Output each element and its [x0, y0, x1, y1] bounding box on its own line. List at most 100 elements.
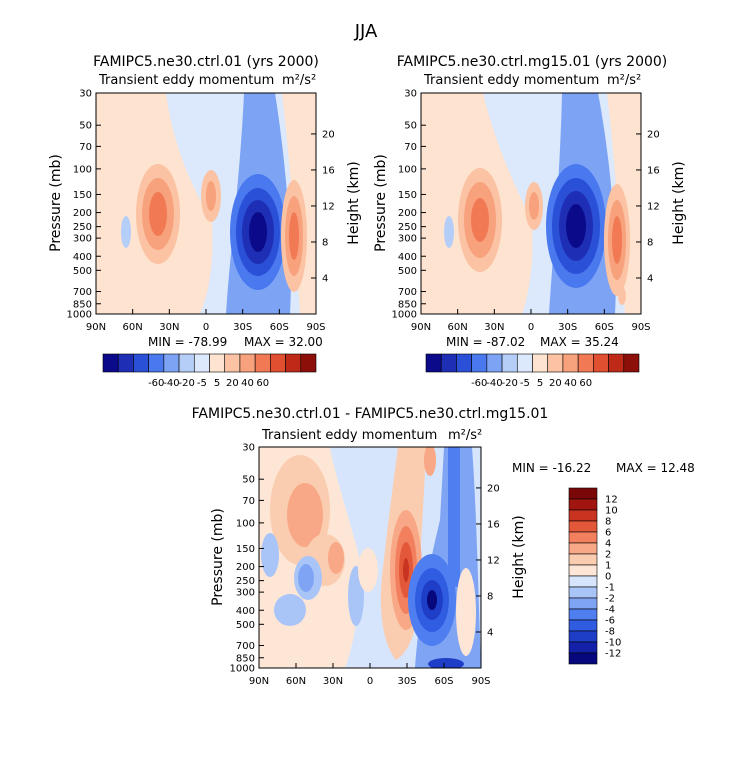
diff-positive-small — [358, 548, 378, 592]
colorbar-label: 20 — [549, 378, 562, 389]
x-tick-label: 60S — [434, 676, 453, 687]
diff-negative-3 — [274, 594, 306, 626]
panel-diff-ylabel: Pressure (mb) — [210, 508, 226, 606]
diff-sh-negative-5 — [427, 590, 437, 610]
panel-diff-ylabel-right: Height (km) — [511, 515, 527, 598]
y-tick-label: 30 — [242, 443, 255, 454]
colorbar-swatch — [516, 353, 533, 373]
figure-title: JJA — [354, 21, 378, 42]
colorbar-swatch — [568, 586, 598, 599]
y-tick-label: 100 — [73, 164, 92, 175]
panel-diff-title: FAMIPC5.ne30.ctrl.01 - FAMIPC5.ne30.ctrl… — [192, 406, 549, 422]
height-tick-label: 16 — [322, 165, 335, 176]
colorbar-label: -8 — [605, 627, 615, 638]
y-tick-label: 300 — [73, 234, 92, 245]
mg15-weak-negative — [444, 216, 454, 248]
colorbar-swatch — [568, 641, 598, 654]
y-tick-label: 70 — [242, 496, 255, 507]
y-tick-label: 850 — [236, 653, 255, 664]
x-tick-label: 0 — [528, 322, 534, 333]
panel-mg15-title: FAMIPC5.ne30.ctrl.mg15.01 (yrs 2000) — [397, 54, 668, 70]
panel-diff-xaxis: 90N 60N 30N 0 30S 60S 90S — [249, 663, 491, 687]
diff-nh-positive-4 — [328, 542, 344, 574]
x-tick-label: 30N — [323, 676, 343, 687]
y-tick-label: 850 — [73, 299, 92, 310]
x-tick-label: 90S — [306, 322, 325, 333]
panel-diff-min: MIN = -16.22 — [512, 461, 591, 475]
x-tick-label: 30S — [233, 322, 252, 333]
colorbar-label: 1 — [605, 561, 611, 572]
colorbar-swatch — [239, 353, 256, 373]
colorbar-swatch — [148, 353, 165, 373]
y-tick-label: 200 — [398, 208, 417, 219]
colorbar-label: 2 — [605, 550, 611, 561]
panel-ctrl-height-axis: 4 8 12 16 20 — [311, 129, 335, 284]
height-tick-label: 20 — [647, 129, 660, 140]
height-tick-label: 20 — [487, 483, 500, 494]
x-tick-label: 60S — [595, 322, 614, 333]
panel-diff-units: m²/s² — [448, 428, 482, 443]
colorbar-label: 6 — [605, 528, 611, 539]
colorbar-swatch — [209, 353, 226, 373]
y-tick-label: 150 — [73, 190, 92, 201]
colorbar-swatch — [133, 353, 149, 373]
y-tick-label: 1000 — [230, 664, 255, 675]
colorbar-swatch — [568, 542, 598, 555]
y-tick-label: 1000 — [67, 310, 92, 321]
diff-sh-negative-column — [448, 447, 460, 587]
colorbar-swatch — [117, 353, 134, 373]
y-tick-label: 150 — [398, 190, 417, 201]
colorbar-swatch — [568, 509, 598, 522]
colorbar-swatch — [562, 353, 579, 373]
height-tick-label: 12 — [487, 555, 500, 566]
y-tick-label: 30 — [404, 89, 417, 100]
colorbar-label: -5 — [197, 378, 207, 389]
colorbar-label: 20 — [226, 378, 239, 389]
panel-ctrl-subtitle: Transient eddy momentum — [98, 73, 274, 88]
x-tick-label: 60N — [448, 322, 468, 333]
diff-negative-4 — [261, 533, 279, 577]
panel-mg15-ylabel-right: Height (km) — [671, 161, 687, 244]
x-tick-label: 0 — [203, 322, 209, 333]
x-tick-label: 60N — [123, 322, 143, 333]
y-tick-label: 70 — [404, 142, 417, 153]
colorbar-swatch — [568, 597, 598, 610]
panel-ctrl-units: m²/s² — [282, 73, 316, 88]
colorbar-swatch — [568, 619, 598, 632]
colorbar-swatch — [300, 353, 317, 373]
y-tick-label: 250 — [236, 576, 255, 587]
colorbar-label: 5 — [214, 378, 220, 389]
y-tick-label: 250 — [73, 222, 92, 233]
y-tick-label: 500 — [73, 266, 92, 277]
colorbar-swatch — [532, 353, 549, 373]
mg15-sh-jet-3 — [612, 216, 622, 264]
y-tick-label: 500 — [398, 266, 417, 277]
panel-ctrl-xaxis: 90N 60N 30N 0 30S 60S 90S — [86, 309, 326, 333]
colorbar-label: 4 — [605, 539, 611, 550]
colorbar-swatch — [193, 353, 210, 373]
diff-surface-negative — [428, 658, 464, 668]
y-tick-label: 700 — [73, 287, 92, 298]
y-tick-label: 300 — [398, 234, 417, 245]
colorbar-label: 5 — [537, 378, 543, 389]
panel-diff-subtitle: Transient eddy momentum — [261, 428, 437, 443]
colorbar-label: 40 — [241, 378, 254, 389]
x-tick-label: 90S — [471, 676, 490, 687]
colorbar-swatch — [102, 353, 119, 373]
mg15-surface-positive — [618, 287, 626, 305]
colorbar-swatch — [254, 353, 271, 373]
colorbar-swatch — [224, 353, 241, 373]
colorbar-swatch — [568, 630, 598, 643]
mg15-subtropic-2 — [529, 192, 539, 220]
height-tick-label: 12 — [647, 201, 660, 212]
colorbar-label: 40 — [564, 378, 577, 389]
x-tick-label: 60N — [286, 676, 306, 687]
panel-mg15-subtitle: Transient eddy momentum — [423, 73, 599, 88]
colorbar-label: -60 — [471, 378, 487, 389]
colorbar-label: 0 — [605, 572, 611, 583]
x-tick-label: 90N — [249, 676, 269, 687]
colorbar-swatch — [568, 564, 598, 577]
colorbar-swatch — [456, 353, 472, 373]
